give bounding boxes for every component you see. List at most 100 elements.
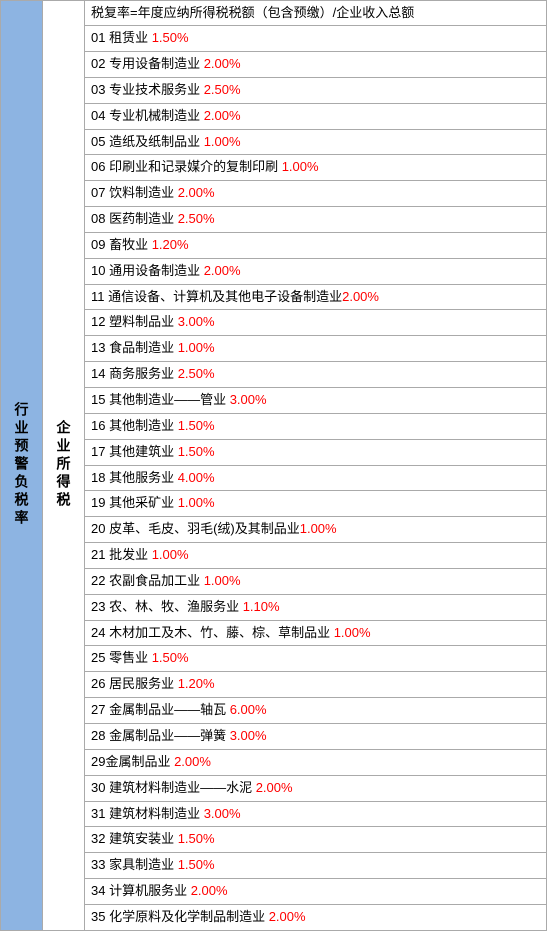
row-label: 09 畜牧业 [91,237,152,252]
row-label: 31 建筑材料制造业 [91,806,204,821]
row-label: 33 家具制造业 [91,857,178,872]
row-rate: 3.00% [204,806,241,821]
row-rate: 1.00% [282,159,319,174]
row-rate: 1.50% [178,444,215,459]
table-row: 10 通用设备制造业 2.00% [85,259,546,285]
table-row: 25 零售业 1.50% [85,646,546,672]
row-rate: 1.20% [152,237,189,252]
row-label: 13 食品制造业 [91,340,178,355]
row-label: 22 农副食品加工业 [91,573,204,588]
row-label: 05 造纸及纸制品业 [91,134,204,149]
left-header-cell: 行业预警负税率 [1,1,43,930]
row-rate: 1.00% [152,547,189,562]
row-rate: 3.00% [230,392,267,407]
row-rate: 1.50% [178,831,215,846]
row-label: 27 金属制品业——轴瓦 [91,702,230,717]
row-rate: 1.50% [178,857,215,872]
row-rate: 1.00% [178,495,215,510]
table-row: 09 畜牧业 1.20% [85,233,546,259]
table-row: 05 造纸及纸制品业 1.00% [85,130,546,156]
row-label: 20 皮革、毛皮、羽毛(绒)及其制品业 [91,521,300,536]
table-row: 28 金属制品业——弹簧 3.00% [85,724,546,750]
table-row: 03 专业技术服务业 2.50% [85,78,546,104]
table-row: 30 建筑材料制造业——水泥 2.00% [85,776,546,802]
row-label: 34 计算机服务业 [91,883,191,898]
row-rate: 2.50% [204,82,241,97]
table-row: 13 食品制造业 1.00% [85,336,546,362]
row-label: 06 印刷业和记录媒介的复制印刷 [91,159,282,174]
table-row: 23 农、林、牧、渔服务业 1.10% [85,595,546,621]
row-label: 10 通用设备制造业 [91,263,204,278]
row-rate: 2.00% [269,909,306,924]
table-row: 34 计算机服务业 2.00% [85,879,546,905]
row-rate: 1.50% [152,650,189,665]
table-row: 08 医药制造业 2.50% [85,207,546,233]
row-label: 11 通信设备、计算机及其他电子设备制造业 [91,289,342,304]
table-row: 14 商务服务业 2.50% [85,362,546,388]
row-label: 14 商务服务业 [91,366,178,381]
row-label: 12 塑料制品业 [91,314,178,329]
mid-header-text: 企业所得税 [54,420,74,510]
row-rate: 1.20% [178,676,215,691]
table-row: 27 金属制品业——轴瓦 6.00% [85,698,546,724]
row-rate: 1.00% [204,134,241,149]
row-label: 28 金属制品业——弹簧 [91,728,230,743]
row-label: 26 居民服务业 [91,676,178,691]
row-label: 29金属制品业 [91,754,174,769]
row-label: 18 其他服务业 [91,470,178,485]
table-row: 33 家具制造业 1.50% [85,853,546,879]
row-rate: 2.00% [174,754,211,769]
table-row: 06 印刷业和记录媒介的复制印刷 1.00% [85,155,546,181]
row-label: 15 其他制造业——管业 [91,392,230,407]
row-label: 03 专业技术服务业 [91,82,204,97]
table-row: 32 建筑安装业 1.50% [85,827,546,853]
row-label: 23 农、林、牧、渔服务业 [91,599,243,614]
table-row: 15 其他制造业——管业 3.00% [85,388,546,414]
formula-row: 税复率=年度应纳所得税税额（包含预缴）/企业收入总额 [85,1,546,26]
mid-header-cell: 企业所得税 [43,1,85,930]
row-rate: 2.00% [256,780,293,795]
row-rate: 1.00% [334,625,371,640]
row-label: 08 医药制造业 [91,211,178,226]
table-row: 22 农副食品加工业 1.00% [85,569,546,595]
data-column: 税复率=年度应纳所得税税额（包含预缴）/企业收入总额 01 租赁业 1.50%0… [85,1,546,930]
row-label: 24 木材加工及木、竹、藤、棕、草制品业 [91,625,334,640]
row-label: 30 建筑材料制造业——水泥 [91,780,256,795]
row-rate: 1.50% [178,418,215,433]
row-label: 16 其他制造业 [91,418,178,433]
row-rate: 2.00% [204,56,241,71]
table-row: 11 通信设备、计算机及其他电子设备制造业2.00% [85,285,546,311]
row-rate: 2.50% [178,211,215,226]
left-header-text: 行业预警负税率 [12,402,32,528]
table-row: 24 木材加工及木、竹、藤、棕、草制品业 1.00% [85,621,546,647]
row-label: 04 专业机械制造业 [91,108,204,123]
table-row: 17 其他建筑业 1.50% [85,440,546,466]
row-label: 07 饮料制造业 [91,185,178,200]
row-label: 25 零售业 [91,650,152,665]
row-rate: 3.00% [178,314,215,329]
row-rate: 2.50% [178,366,215,381]
row-label: 01 租赁业 [91,30,152,45]
table-row: 26 居民服务业 1.20% [85,672,546,698]
row-rate: 1.00% [178,340,215,355]
row-label: 17 其他建筑业 [91,444,178,459]
row-rate: 1.50% [152,30,189,45]
table-row: 21 批发业 1.00% [85,543,546,569]
table-row: 19 其他采矿业 1.00% [85,491,546,517]
row-rate: 2.00% [342,289,379,304]
table-row: 18 其他服务业 4.00% [85,466,546,492]
row-label: 35 化学原料及化学制品制造业 [91,909,269,924]
table-row: 35 化学原料及化学制品制造业 2.00% [85,905,546,930]
row-label: 32 建筑安装业 [91,831,178,846]
table-row: 16 其他制造业 1.50% [85,414,546,440]
table-row: 01 租赁业 1.50% [85,26,546,52]
table-row: 29金属制品业 2.00% [85,750,546,776]
row-label: 02 专用设备制造业 [91,56,204,71]
row-rate: 1.00% [204,573,241,588]
table-row: 31 建筑材料制造业 3.00% [85,802,546,828]
table-row: 04 专业机械制造业 2.00% [85,104,546,130]
row-rate: 6.00% [230,702,267,717]
table-row: 07 饮料制造业 2.00% [85,181,546,207]
row-rate: 1.10% [243,599,280,614]
table-row: 02 专用设备制造业 2.00% [85,52,546,78]
